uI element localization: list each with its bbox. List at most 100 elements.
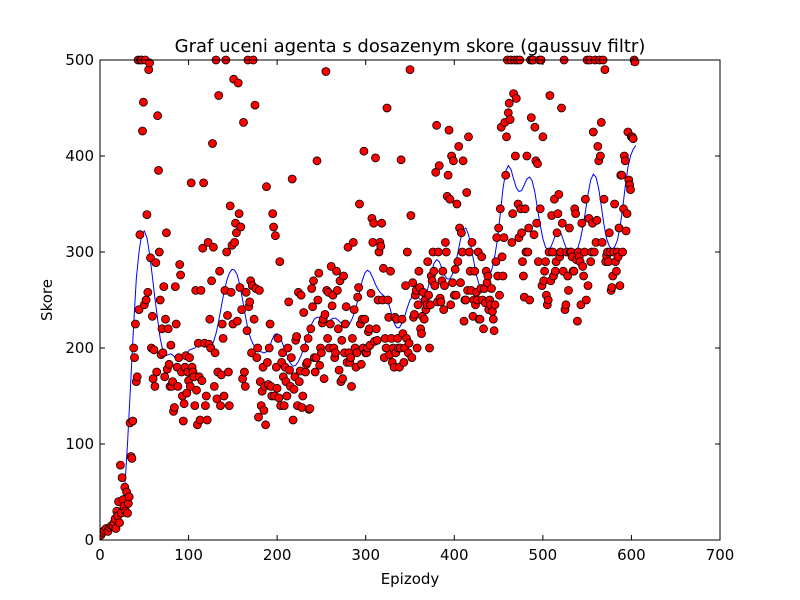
scatter-point [305,404,315,413]
scatter-point [265,319,275,329]
scatter-point [530,122,540,132]
y-tick-label: 100 [65,435,94,453]
scatter-point [475,314,485,324]
scatter-point [508,209,518,219]
scatter-point [339,271,349,281]
scatter-point [518,257,527,267]
scatter-point [222,247,232,257]
scatter-point [438,266,448,276]
scatter-point [464,132,473,142]
scatter-point [451,290,461,300]
scatter-point [399,357,409,367]
scatter-point [409,309,419,319]
scatter-point [454,141,464,151]
scatter-point [470,266,480,276]
scatter-point [270,231,280,241]
scatter-point [430,281,440,291]
scatter-point [524,223,534,233]
scatter-point [207,276,217,286]
scatter-point [130,319,140,329]
scatter-point [545,91,555,100]
scatter-point [541,257,550,267]
scatter-point [301,367,310,377]
scatter-point [309,276,318,286]
scatter-point [259,405,269,415]
scatter-point [332,285,342,295]
scatter-point [405,65,415,74]
scatter-point [507,237,517,247]
scatter-point [327,301,337,311]
scatter-point [143,287,153,297]
scatter-point [200,401,210,411]
scatter-point [499,233,509,243]
scatter-point [321,67,331,76]
scatter-point [129,343,139,353]
scatter-point [287,174,297,184]
scatter-point [467,237,477,247]
scatter-point [303,333,313,343]
scatter-point [504,98,514,108]
scatter-point [404,338,414,348]
scatter-point [346,353,356,363]
scatter-point [199,178,209,188]
scatter-point [196,285,206,295]
scatter-point [331,348,341,358]
scatter-point [548,247,557,257]
scatter-point [223,310,232,320]
scatter-point [448,156,458,166]
scatter-point [242,326,252,336]
scatter-point [147,311,157,321]
scatter-point [340,319,350,329]
scatter-point [419,314,429,324]
scatter-point [383,295,393,305]
scatter-point [286,353,296,363]
scatter-point [565,223,574,233]
scatter-point [538,132,548,142]
scatter-point [557,103,566,113]
scatter-point [262,182,271,192]
scatter-point [145,58,155,68]
scatter-point [402,247,412,257]
scatter-point [208,139,217,148]
scatter-point [186,178,196,188]
scatter-point [161,228,171,238]
scatter-point [313,295,323,305]
scatter-point [573,316,582,326]
scatter-point [355,199,364,209]
scatter-point [306,324,316,334]
scatter-point [360,314,370,324]
scatter-point [236,222,246,232]
scatter-point [432,120,442,130]
x-axis-label: Epizody [381,570,440,588]
scatter-point [241,287,251,297]
scatter-point [308,302,318,312]
scatter-point [323,333,333,343]
scatter-point [152,367,162,377]
scatter-point [540,266,549,276]
scatter-point [320,309,330,319]
x-tick-label: 0 [95,546,105,564]
scatter-point [123,508,132,518]
scatter-point [483,271,493,281]
scatter-point [456,228,466,238]
scatter-point [490,300,500,310]
scatter-point [487,284,496,293]
scatter-point [138,97,148,107]
scatter-point [294,377,304,387]
scatter-point [604,228,614,238]
scatter-point [397,314,407,324]
scatter-point [581,194,590,204]
scatter-point [198,243,208,253]
scatter-point [341,302,351,312]
scatter-point [517,228,526,238]
y-tick-label: 300 [65,243,94,261]
scatter-point [607,283,617,292]
scatter-point [239,367,249,377]
scatter-point [462,188,472,197]
scatter-point [377,218,387,228]
scatter-point [511,94,521,103]
scatter-points-layer [100,55,640,540]
scatter-point [190,401,200,411]
scatter-point [231,228,241,238]
